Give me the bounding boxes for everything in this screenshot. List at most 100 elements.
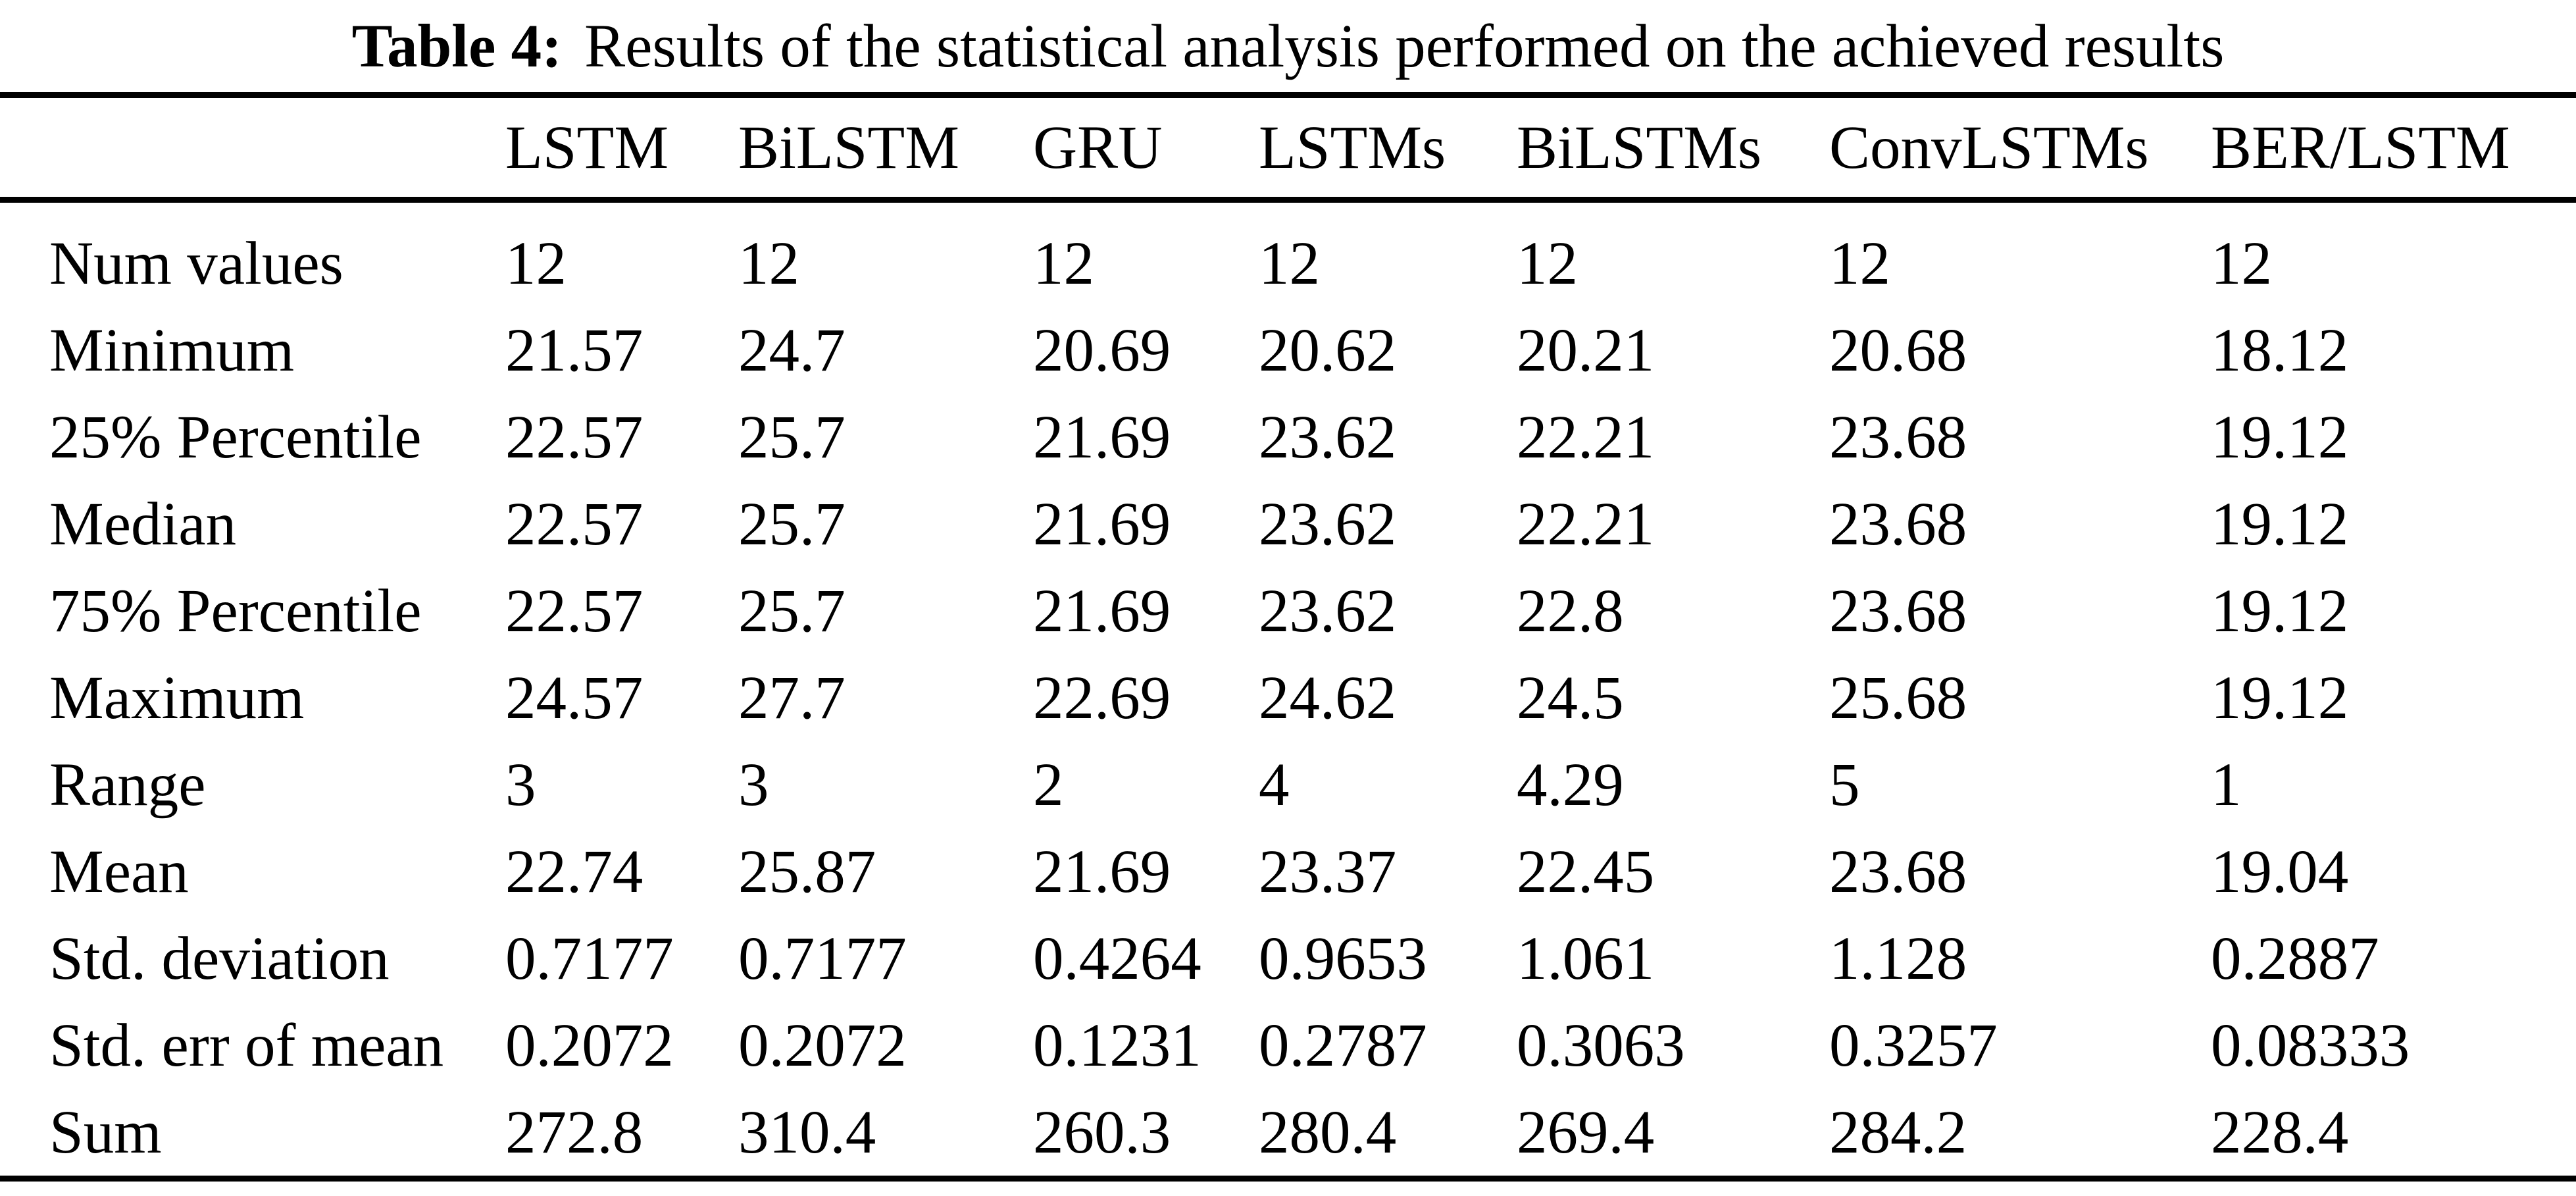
table-cell: 24.7 bbox=[738, 316, 846, 384]
column-header: BER/LSTM bbox=[2211, 95, 2576, 203]
table-cell: 22.69 bbox=[1033, 663, 1171, 732]
table-cell: 12 bbox=[1517, 229, 1578, 298]
table-cell: 0.7177 bbox=[738, 924, 907, 993]
caption-text: Results of the statistical analysis perf… bbox=[584, 12, 2225, 80]
table-cell: 19.12 bbox=[2211, 403, 2349, 471]
table-cell: 19.12 bbox=[2211, 663, 2349, 732]
table-row: Mean 22.74 25.87 21.69 23.37 22.45 23.68 19.04 bbox=[0, 828, 2576, 915]
row-label: Std. deviation bbox=[49, 924, 390, 993]
table-cell: 22.21 bbox=[1517, 403, 1655, 471]
table-cell: 22.21 bbox=[1517, 490, 1655, 558]
table-cell: 22.8 bbox=[1517, 577, 1624, 645]
table-cell: 22.74 bbox=[505, 837, 644, 906]
table-cell: 0.3257 bbox=[1829, 1011, 1998, 1079]
table-cell: 0.7177 bbox=[505, 924, 674, 993]
table-row: Std. deviation 0.7177 0.7177 0.4264 0.9653 1.… bbox=[0, 915, 2576, 1002]
table-cell: 4 bbox=[1259, 750, 1290, 819]
table-row: Maximum 24.57 27.7 22.69 24.62 24.5 25.68 19.12 bbox=[0, 654, 2576, 741]
row-label: 25% Percentile bbox=[49, 403, 422, 471]
table-cell: 0.1231 bbox=[1033, 1011, 1201, 1079]
table-cell: 25.7 bbox=[738, 403, 846, 471]
column-header: BiLSTMs bbox=[1517, 95, 1829, 203]
table-cell: 3 bbox=[738, 750, 769, 819]
table-row: 75% Percentile 22.57 25.7 21.69 23.62 22.8 23.… bbox=[0, 567, 2576, 654]
table-cell: 21.69 bbox=[1033, 490, 1171, 558]
table-cell: 1.128 bbox=[1829, 924, 1967, 993]
row-label: Median bbox=[49, 490, 237, 558]
table-cell: 22.57 bbox=[505, 490, 644, 558]
table-cell: 24.5 bbox=[1517, 663, 1624, 732]
table-cell: 21.69 bbox=[1033, 837, 1171, 906]
table-cell: 23.62 bbox=[1259, 577, 1397, 645]
table-cell: 0.08333 bbox=[2211, 1011, 2410, 1079]
table-cell: 12 bbox=[2211, 229, 2272, 298]
table-row: Median 22.57 25.7 21.69 23.62 22.21 23.68 19.12 bbox=[0, 481, 2576, 567]
table-row: Num values 12 12 12 12 12 12 12 bbox=[0, 200, 2576, 307]
table-cell: 0.3063 bbox=[1517, 1011, 1685, 1079]
table-cell: 1 bbox=[2211, 750, 2242, 819]
table-cell: 24.62 bbox=[1259, 663, 1397, 732]
table-cell: 23.62 bbox=[1259, 490, 1397, 558]
table-cell: 260.3 bbox=[1033, 1098, 1171, 1166]
row-label: Maximum bbox=[49, 663, 305, 732]
table-cell: 1.061 bbox=[1517, 924, 1655, 993]
table-body: Num values 12 12 12 12 12 12 12 Minimum 21.57 24.7… bbox=[0, 200, 2576, 1179]
table-cell: 23.68 bbox=[1829, 837, 1967, 906]
table-cell: 23.68 bbox=[1829, 490, 1967, 558]
table-cell: 0.2787 bbox=[1259, 1011, 1427, 1079]
table-row: Range 3 3 2 4 4.29 5 1 bbox=[0, 741, 2576, 828]
table-cell: 2 bbox=[1033, 750, 1064, 819]
table-cell: 310.4 bbox=[738, 1098, 876, 1166]
row-label: Range bbox=[49, 750, 206, 819]
row-label: Mean bbox=[49, 837, 189, 906]
row-label: 75% Percentile bbox=[49, 577, 422, 645]
table-cell: 22.57 bbox=[505, 403, 644, 471]
table-row: 25% Percentile 22.57 25.7 21.69 23.62 22.21 23… bbox=[0, 394, 2576, 481]
table-row: Std. err of mean 0.2072 0.2072 0.1231 0.2787… bbox=[0, 1002, 2576, 1089]
table-cell: 0.2072 bbox=[505, 1011, 674, 1079]
table-cell: 20.68 bbox=[1829, 316, 1967, 384]
table-cell: 19.12 bbox=[2211, 490, 2349, 558]
table-cell: 20.69 bbox=[1033, 316, 1171, 384]
row-label: Minimum bbox=[49, 316, 295, 384]
table-caption: Table 4: Results of the statistical anal… bbox=[0, 0, 2576, 92]
table-cell: 12 bbox=[1033, 229, 1094, 298]
table-cell: 18.12 bbox=[2211, 316, 2349, 384]
table-row: Sum 272.8 310.4 260.3 280.4 269.4 284.2 228.4 bbox=[0, 1089, 2576, 1179]
table-cell: 4.29 bbox=[1517, 750, 1624, 819]
caption-label: Table 4: bbox=[351, 12, 563, 80]
header-row: LSTM BiLSTM GRU LSTMs BiLSTMs ConvLSTMs BER/LS… bbox=[0, 95, 2576, 203]
row-label: Sum bbox=[49, 1098, 162, 1166]
table-cell: 12 bbox=[505, 229, 567, 298]
row-label: Num values bbox=[49, 229, 343, 298]
table-cell: 20.62 bbox=[1259, 316, 1397, 384]
table-cell: 21.69 bbox=[1033, 577, 1171, 645]
column-header: LSTM bbox=[505, 95, 738, 203]
table-cell: 22.45 bbox=[1517, 837, 1655, 906]
table-cell: 21.69 bbox=[1033, 403, 1171, 471]
table-cell: 23.37 bbox=[1259, 837, 1397, 906]
table-cell: 19.12 bbox=[2211, 577, 2349, 645]
table-cell: 280.4 bbox=[1259, 1098, 1397, 1166]
table-cell: 269.4 bbox=[1517, 1098, 1655, 1166]
table-cell: 23.68 bbox=[1829, 403, 1967, 471]
table-cell: 25.7 bbox=[738, 490, 846, 558]
table-cell: 20.21 bbox=[1517, 316, 1655, 384]
table-cell: 22.57 bbox=[505, 577, 644, 645]
corner-header bbox=[0, 95, 505, 203]
table-cell: 0.9653 bbox=[1259, 924, 1427, 993]
table-cell: 19.04 bbox=[2211, 837, 2349, 906]
table-cell: 12 bbox=[738, 229, 799, 298]
column-header: GRU bbox=[1033, 95, 1259, 203]
column-header: ConvLSTMs bbox=[1829, 95, 2211, 203]
table-cell: 21.57 bbox=[505, 316, 644, 384]
table-row: Minimum 21.57 24.7 20.69 20.62 20.21 20.68 18.1… bbox=[0, 307, 2576, 394]
column-header: BiLSTM bbox=[738, 95, 1033, 203]
table-cell: 272.8 bbox=[505, 1098, 644, 1166]
table-cell: 5 bbox=[1829, 750, 1860, 819]
table-cell: 23.68 bbox=[1829, 577, 1967, 645]
column-header: LSTMs bbox=[1259, 95, 1517, 203]
table-cell: 0.2072 bbox=[738, 1011, 907, 1079]
table-cell: 3 bbox=[505, 750, 536, 819]
